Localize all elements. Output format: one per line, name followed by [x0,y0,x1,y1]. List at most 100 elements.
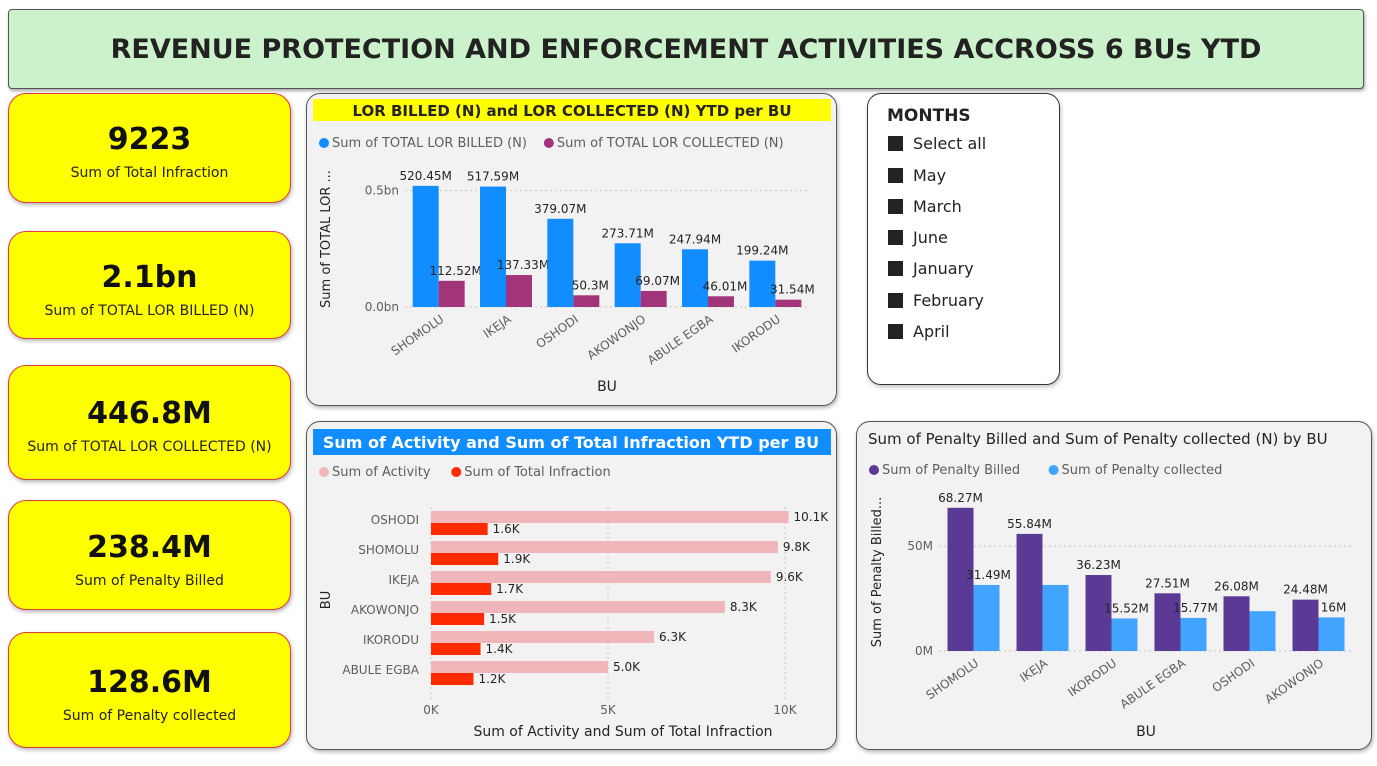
x-tick-label: AKOWONJO [1262,656,1326,707]
kpi-card-lor-collected: 446.8M Sum of TOTAL LOR COLLECTED (N) [8,365,291,480]
bar [431,601,725,613]
lor-chart-card[interactable]: LOR BILLED (N) and LOR COLLECTED (N) YTD… [306,93,837,406]
slicer-item-label: January [913,259,974,278]
checkbox-icon[interactable] [888,293,903,308]
bar [1154,593,1181,651]
slicer-item-select-all[interactable]: Select all [888,134,986,153]
y-tick-label: ABULE EGBA [342,663,419,677]
data-label: 273.71M [601,226,653,240]
kpi-value: 446.8M [87,396,212,431]
kpi-label: Sum of Penalty collected [62,708,237,724]
legend-entry: Sum of Penalty collected [1062,463,1223,478]
bar [412,185,439,307]
penalty-chart-card[interactable]: Sum of Penalty Billed and Sum of Penalty… [856,421,1372,750]
slicer-item-label: April [913,322,950,341]
kpi-label: Sum of TOTAL LOR BILLED (N) [44,303,255,319]
data-label: 199.24M [736,244,788,258]
data-label: 31.54M [770,283,815,297]
data-label: 5.0K [613,660,641,674]
slicer-item-label: June [913,228,948,247]
data-label: 1.2K [478,672,506,686]
kpi-card-penalty-billed: 238.4M Sum of Penalty Billed [8,500,291,610]
bar [973,584,1000,651]
legend-entry: Sum of TOTAL LOR BILLED (N) [332,136,527,151]
bar [749,260,776,307]
bar [506,275,532,307]
x-tick-label: SHOMOLU [923,656,981,702]
bar [431,631,655,643]
kpi-label: Sum of Penalty Billed [75,573,224,589]
slicer-item-april[interactable]: April [888,322,950,341]
checkbox-icon[interactable] [888,261,903,276]
x-tick-label: ABULE EGBA [1117,656,1188,712]
activity-chart-card[interactable]: Sum of Activity and Sum of Total Infract… [306,421,837,750]
bar [431,541,778,553]
data-label: 10.1K [794,510,830,524]
data-label: 112.52M [429,264,481,278]
slicer-item-may[interactable]: May [888,166,946,185]
legend-entry: Sum of Activity [332,465,431,480]
kpi-value: 128.6M [87,665,212,700]
data-label: 16M [1321,600,1347,614]
slicer-item-march[interactable]: March [888,197,962,216]
legend-entry: Sum of TOTAL LOR COLLECTED (N) [557,136,784,151]
y-tick-label: 0.0bn [365,300,399,314]
chart-title: LOR BILLED (N) and LOR COLLECTED (N) YTD… [352,102,791,120]
data-label: 26.08M [1214,579,1259,593]
checkbox-icon[interactable] [888,230,903,245]
kpi-value: 238.4M [87,530,212,565]
legend-marker [319,138,329,148]
bar [614,243,641,307]
data-label: 6.3K [659,630,687,644]
data-label: 1.5K [489,612,517,626]
chart-title: Sum of Activity and Sum of Total Infract… [323,433,819,452]
x-tick-label: 5K [600,703,617,717]
slicer-item-june[interactable]: June [888,228,948,247]
activity-chart: Sum of Activity and Sum of Total Infract… [313,429,831,740]
bar [1111,618,1138,651]
data-label: 9.8K [783,540,811,554]
x-tick-label: AKOWONJO [585,312,649,363]
data-label: 137.33M [497,258,549,272]
slicer-item-january[interactable]: January [888,259,974,278]
legend-marker [1048,465,1059,475]
data-label: 517.59M [467,170,519,184]
data-label: 1.7K [496,582,524,596]
checkbox-icon[interactable] [888,324,903,339]
bar [1318,617,1345,651]
checkbox-icon[interactable] [888,136,903,151]
kpi-label: Sum of TOTAL LOR COLLECTED (N) [27,439,272,455]
checkbox-icon[interactable] [888,168,903,183]
legend-entry: Sum of Penalty Billed [882,463,1020,478]
bar [1085,575,1112,651]
legend-marker [869,465,879,475]
data-label: 24.48M [1283,583,1328,597]
months-slicer[interactable]: MONTHS Select all May March June January… [867,93,1060,385]
bar [1016,533,1043,651]
data-label: 8.3K [730,600,758,614]
x-tick-label: IKORODU [1065,656,1119,700]
bar [640,290,667,307]
data-label: 379.07M [534,202,586,216]
bar [431,661,608,673]
data-label: 9.6K [776,570,804,584]
data-label: 1.6K [493,522,521,536]
penalty-chart: Sum of Penalty Billed and Sum of Penalty… [868,430,1353,740]
legend-marker [319,467,329,477]
bar [431,673,474,685]
legend-entry: Sum of Total Infraction [464,465,610,480]
kpi-card-total-infraction: 9223 Sum of Total Infraction [8,93,291,203]
x-tick-label: OSHODI [1210,656,1258,695]
y-tick-label: OSHODI [371,513,419,527]
bar [431,553,499,565]
bar [682,249,708,307]
slicer-item-february[interactable]: February [888,291,984,310]
bar [431,511,789,523]
data-label: 69.07M [635,274,680,288]
bar [431,613,485,625]
x-tick-label: SHOMOLU [389,312,447,358]
checkbox-icon[interactable] [888,199,903,214]
chart-title: Sum of Penalty Billed and Sum of Penalty… [868,430,1328,448]
x-tick-label: 0K [423,703,440,717]
data-label: 247.94M [669,232,721,246]
